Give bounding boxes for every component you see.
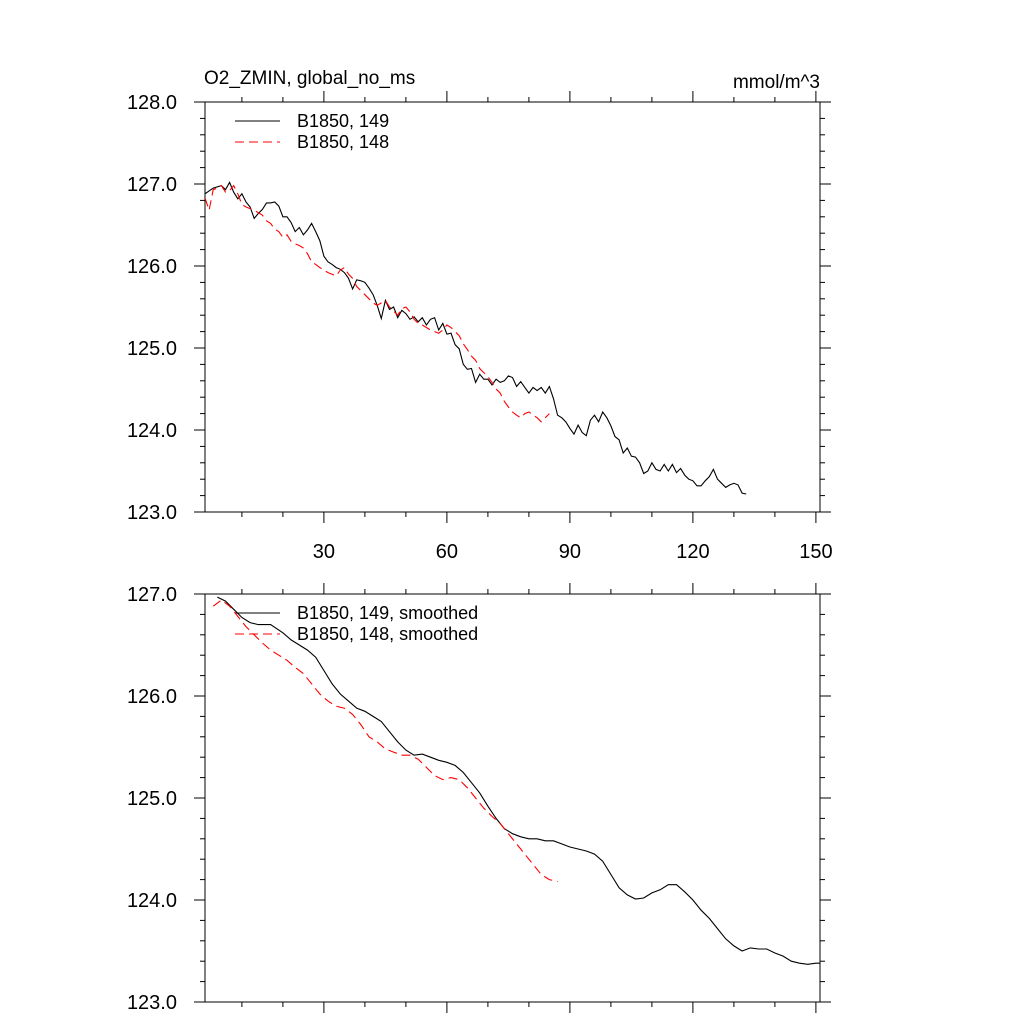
series-line-2 [212, 599, 558, 883]
legend-label-1: B1850, 149, smoothed [297, 603, 478, 623]
x-tick-label: 60 [436, 541, 458, 563]
plot-frame [204, 101, 821, 513]
y-tick-label: 126.0 [127, 256, 177, 278]
chart-title: O2_ZMIN, global_no_ms [204, 68, 415, 89]
y-tick-label: 124.0 [127, 890, 177, 912]
legend-label-2: B1850, 148, smoothed [297, 624, 478, 644]
y-tick-label: 126.0 [127, 686, 177, 708]
legend-label-2: B1850, 148 [297, 132, 389, 152]
bottom-panel: 123.0 124.0 125.0 126.0 127.0 B1850, 149, smo… [127, 583, 831, 1014]
y-tick-label: 125.0 [127, 788, 177, 810]
series-line-2 [205, 184, 550, 423]
y-tick-label: 124.0 [127, 420, 177, 442]
top-panel: 30 60 90 120 150 123.0 124.0 125.0 126.0 127.0 128… [127, 68, 833, 563]
x-tick-label: 150 [799, 541, 832, 563]
series-line-1 [217, 596, 820, 965]
x-tick-label: 30 [313, 541, 335, 563]
units-label: mmol/m^3 [733, 72, 820, 93]
series-line-1 [205, 181, 747, 495]
x-tick-label: 90 [559, 541, 581, 563]
y-tick-label: 123.0 [127, 502, 177, 524]
y-tick-label: 127.0 [127, 174, 177, 196]
y-tick-label: 128.0 [127, 92, 177, 114]
y-tick-label: 123.0 [127, 992, 177, 1014]
x-tick-label: 120 [676, 541, 709, 563]
y-tick-label: 125.0 [127, 338, 177, 360]
y-tick-label: 127.0 [127, 584, 177, 606]
legend-label-1: B1850, 149 [297, 111, 389, 131]
